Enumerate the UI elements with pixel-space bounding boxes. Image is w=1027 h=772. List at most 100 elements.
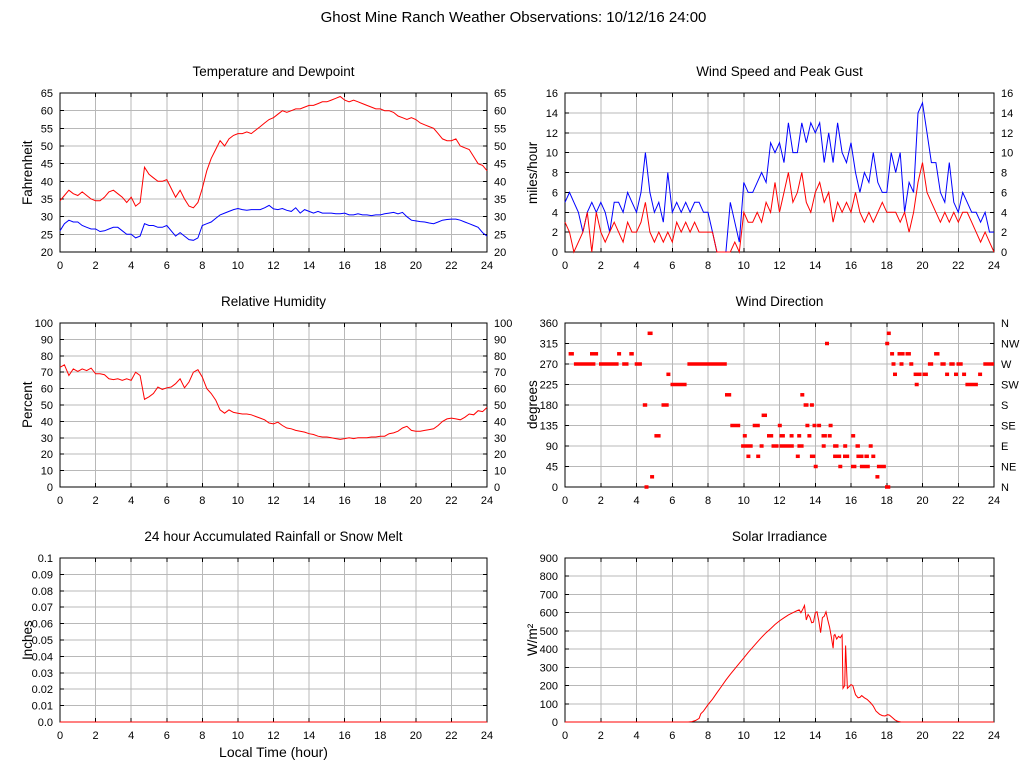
chart-title: Relative Humidity (220, 294, 327, 309)
svg-text:10: 10 (232, 260, 244, 272)
svg-text:12: 12 (267, 495, 279, 507)
svg-text:22: 22 (445, 495, 457, 507)
svg-text:60: 60 (41, 384, 53, 396)
svg-text:12: 12 (267, 260, 279, 272)
svg-text:70: 70 (494, 367, 506, 379)
svg-text:2: 2 (552, 227, 558, 239)
svg-text:0: 0 (562, 495, 568, 507)
svg-text:315: 315 (540, 339, 558, 351)
svg-text:6: 6 (164, 730, 170, 742)
svg-text:0: 0 (552, 247, 558, 259)
svg-text:500: 500 (540, 626, 558, 638)
svg-text:10: 10 (494, 466, 506, 478)
svg-text:360: 360 (540, 318, 558, 330)
svg-text:8: 8 (199, 260, 205, 272)
svg-text:0: 0 (494, 482, 500, 494)
svg-text:24: 24 (481, 260, 493, 272)
chart-rainfall: 24 hour Accumulated Rainfall or Snow Mel… (8, 526, 535, 772)
svg-text:20: 20 (41, 449, 53, 461)
plot-area-rainfall: 0.0 0.01 0.02 0.03 0.04 0.05 0.06 0.07 0.08 0.09 0… (32, 553, 494, 742)
svg-text:18: 18 (881, 730, 893, 742)
svg-text:NW: NW (1001, 339, 1020, 351)
svg-text:8: 8 (705, 495, 711, 507)
svg-text:4: 4 (633, 495, 639, 507)
svg-text:135: 135 (540, 421, 558, 433)
svg-text:16: 16 (339, 260, 351, 272)
plot-area-humidity: 0102030405060708090100010203040506070809… (35, 318, 513, 507)
svg-text:0: 0 (552, 482, 558, 494)
svg-text:18: 18 (881, 260, 893, 272)
svg-text:0.1: 0.1 (38, 553, 53, 565)
svg-text:8: 8 (199, 495, 205, 507)
svg-text:20: 20 (916, 260, 928, 272)
svg-text:180: 180 (540, 400, 558, 412)
svg-text:20: 20 (410, 260, 422, 272)
svg-text:0.09: 0.09 (32, 569, 53, 581)
page-title: Ghost Mine Ranch Weather Observations: 1… (320, 9, 707, 26)
chart-title: Wind Direction (735, 294, 824, 309)
svg-text:40: 40 (41, 416, 53, 428)
svg-text:55: 55 (41, 123, 53, 135)
svg-text:W: W (1001, 359, 1012, 371)
svg-text:6: 6 (164, 495, 170, 507)
svg-text:800: 800 (540, 571, 558, 583)
svg-text:40: 40 (494, 416, 506, 428)
svg-text:SW: SW (1001, 380, 1019, 392)
svg-text:30: 30 (41, 212, 53, 224)
svg-text:22: 22 (952, 495, 964, 507)
svg-text:16: 16 (845, 260, 857, 272)
svg-text:NE: NE (1001, 462, 1016, 474)
svg-text:80: 80 (494, 351, 506, 363)
svg-text:270: 270 (540, 359, 558, 371)
svg-text:0: 0 (57, 730, 63, 742)
svg-text:0.01: 0.01 (32, 701, 53, 713)
svg-text:60: 60 (494, 384, 506, 396)
svg-text:22: 22 (445, 730, 457, 742)
svg-text:12: 12 (773, 730, 785, 742)
svg-text:60: 60 (41, 106, 53, 118)
svg-text:6: 6 (1001, 187, 1007, 199)
svg-text:20: 20 (410, 730, 422, 742)
svg-text:12: 12 (773, 260, 785, 272)
svg-text:0.07: 0.07 (32, 602, 53, 614)
svg-text:14: 14 (303, 495, 315, 507)
svg-text:16: 16 (339, 730, 351, 742)
svg-text:70: 70 (41, 367, 53, 379)
svg-text:100: 100 (494, 318, 512, 330)
svg-text:35: 35 (494, 194, 506, 206)
svg-text:90: 90 (546, 441, 558, 453)
svg-text:20: 20 (494, 449, 506, 461)
svg-text:0: 0 (57, 260, 63, 272)
svg-text:14: 14 (809, 730, 821, 742)
svg-text:4: 4 (633, 260, 639, 272)
svg-text:45: 45 (546, 462, 558, 474)
svg-text:90: 90 (41, 334, 53, 346)
svg-text:40: 40 (494, 176, 506, 188)
x-axis-label: Local Time (hour) (219, 744, 328, 760)
svg-text:200: 200 (540, 681, 558, 693)
svg-text:50: 50 (494, 400, 506, 412)
svg-text:22: 22 (445, 260, 457, 272)
svg-text:4: 4 (128, 730, 134, 742)
svg-text:400: 400 (540, 644, 558, 656)
svg-text:14: 14 (1001, 108, 1013, 120)
svg-text:16: 16 (1001, 88, 1013, 100)
svg-text:20: 20 (916, 495, 928, 507)
svg-text:0: 0 (57, 495, 63, 507)
svg-text:14: 14 (546, 108, 558, 120)
svg-text:2: 2 (598, 730, 604, 742)
svg-text:8: 8 (705, 260, 711, 272)
svg-text:10: 10 (232, 730, 244, 742)
chart-temperature-dewpoint: Temperature and Dewpoint Fahrenheit 20 25… (8, 61, 535, 330)
chart-title: Wind Speed and Peak Gust (696, 64, 863, 79)
svg-text:24: 24 (988, 495, 1000, 507)
svg-text:22: 22 (952, 730, 964, 742)
svg-text:10: 10 (738, 260, 750, 272)
svg-text:0.04: 0.04 (32, 651, 53, 663)
svg-text:20: 20 (410, 495, 422, 507)
svg-text:18: 18 (374, 730, 386, 742)
svg-text:16: 16 (339, 495, 351, 507)
svg-text:16: 16 (845, 730, 857, 742)
svg-text:14: 14 (303, 260, 315, 272)
